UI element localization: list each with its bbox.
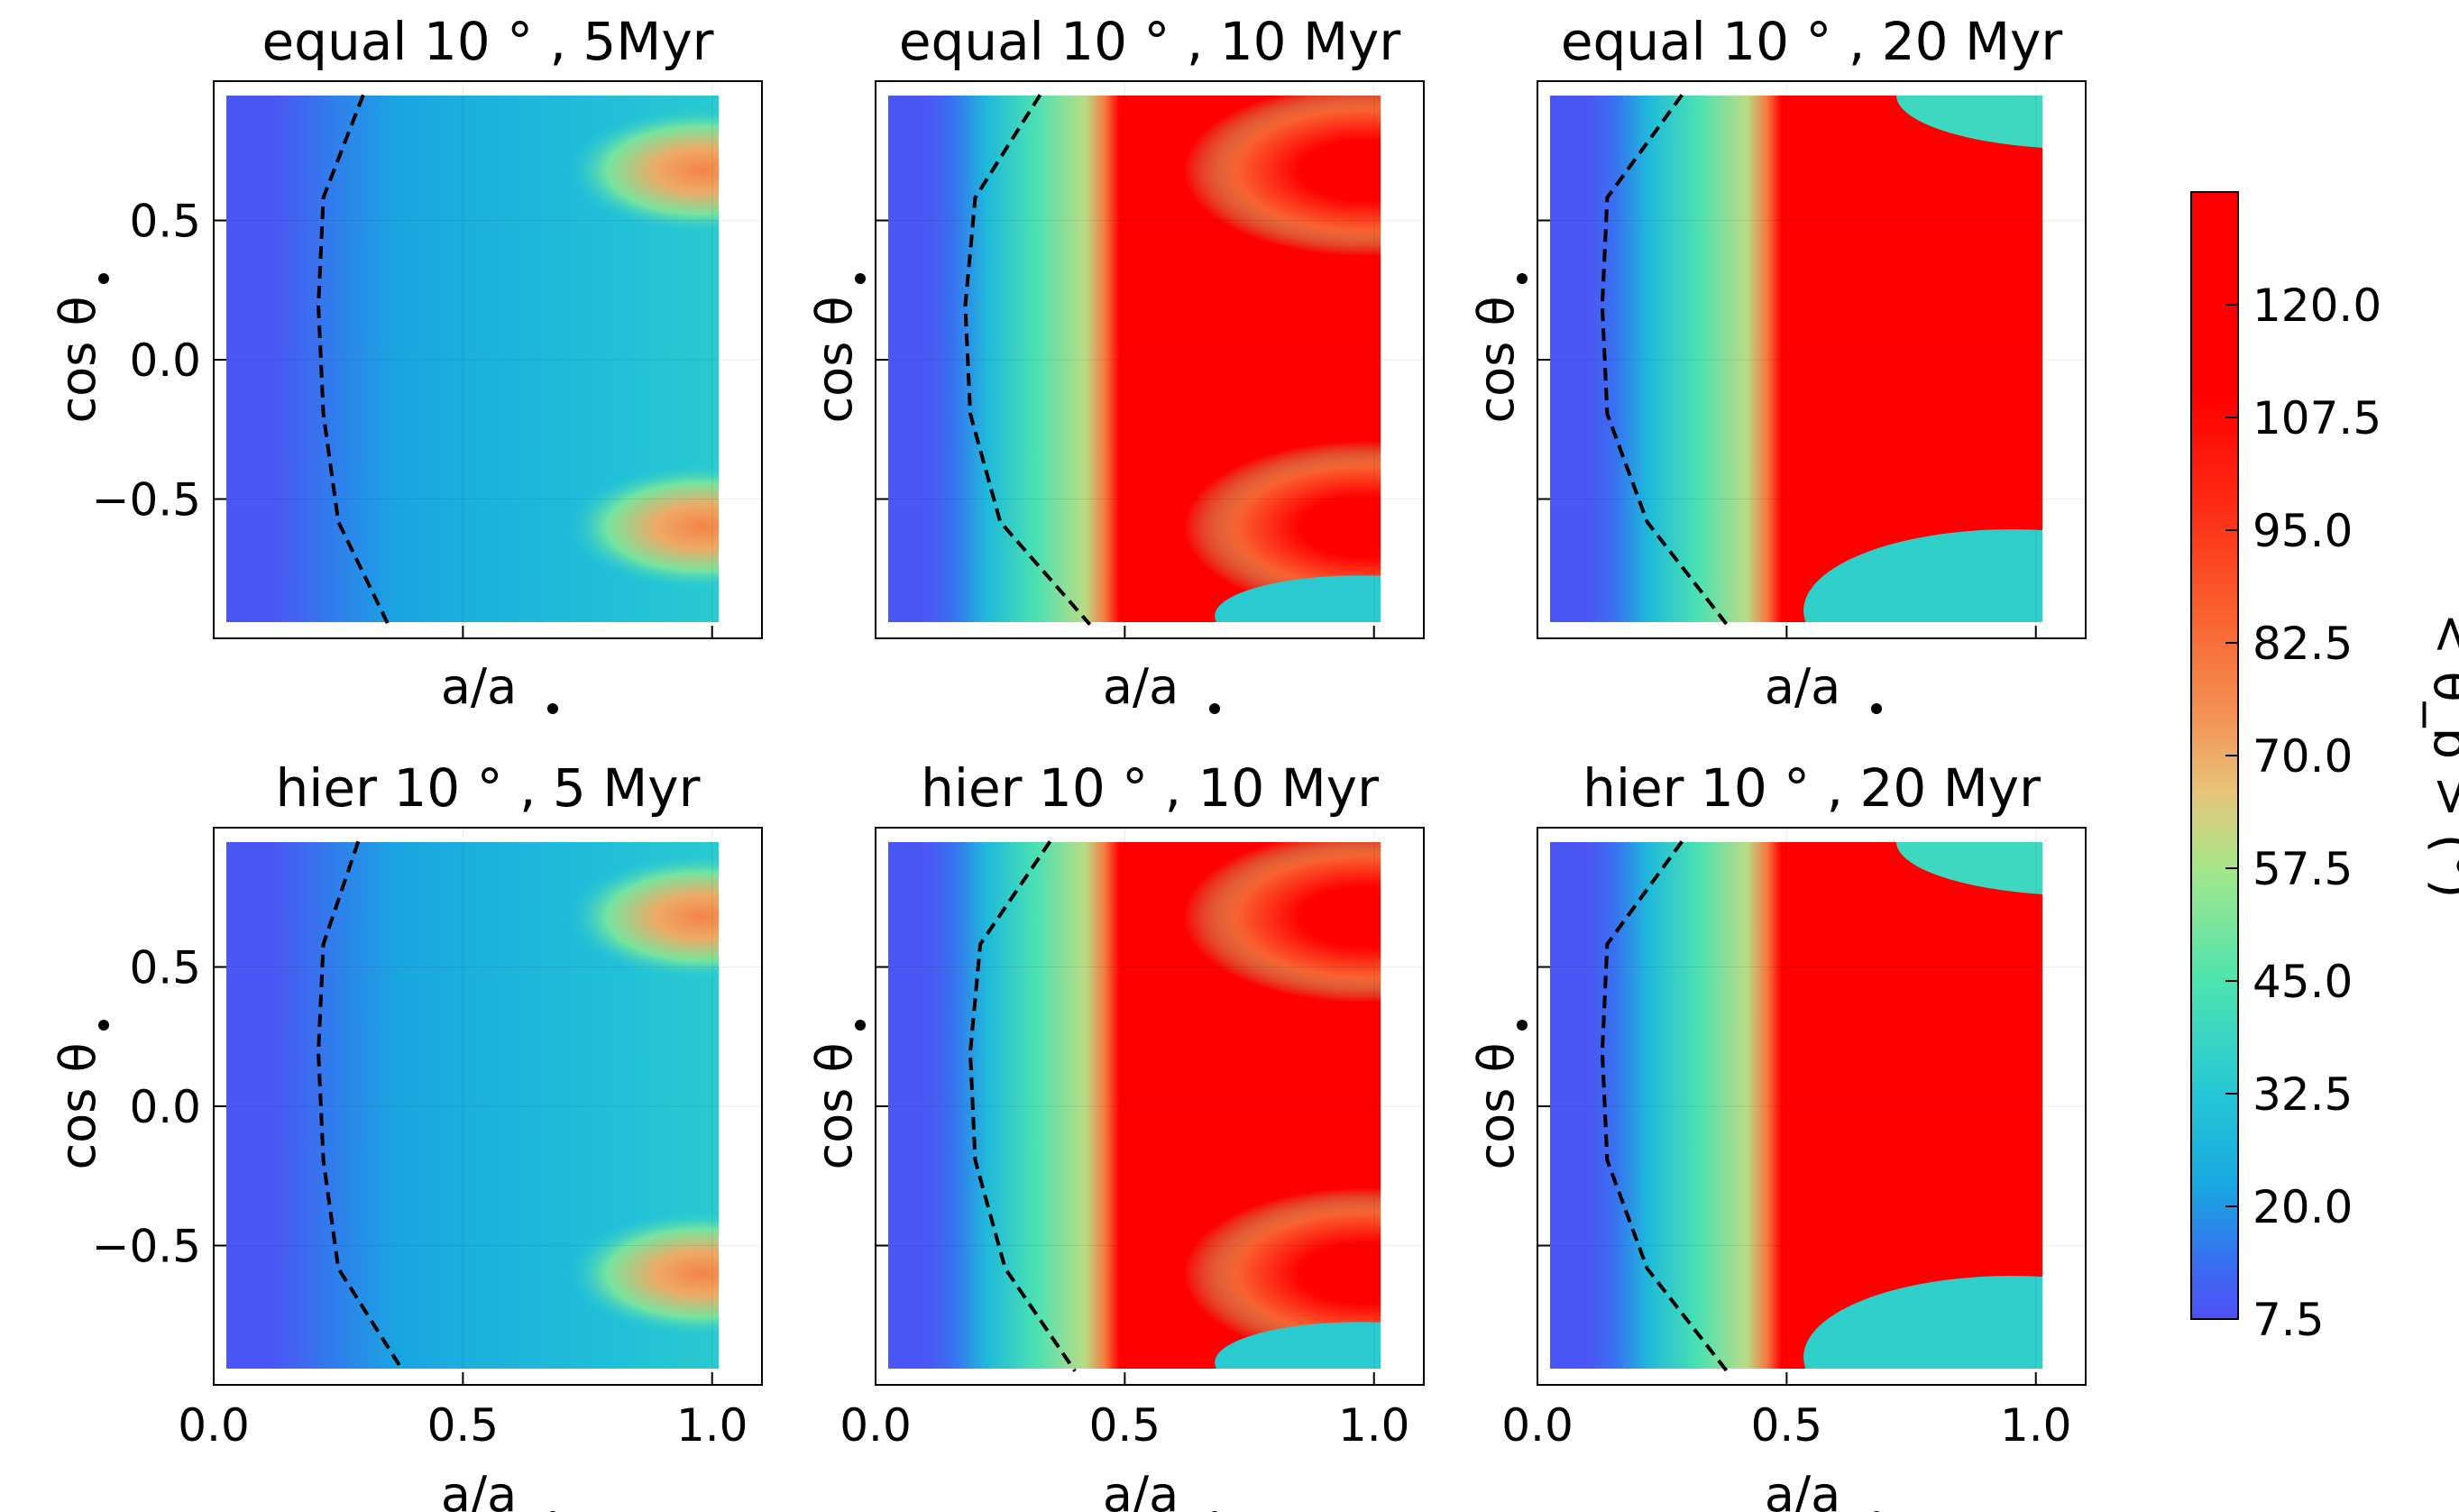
colorbar-tick-label: 7.5 [2253, 1294, 2325, 1346]
svg-text:a/a: a/a [1765, 658, 1840, 715]
y-tick-label: 0.5 [129, 942, 201, 994]
y-axis-label: cos θ [806, 273, 866, 424]
dashed-contour [1600, 94, 1729, 626]
dashed-contour [968, 840, 1077, 1372]
y-axis-label: cos θ [50, 273, 109, 424]
y-axis-label: cos θ [1468, 273, 1528, 424]
svg-text:cos θ: cos θ [806, 296, 863, 423]
svg-text:cos θ: cos θ [50, 296, 106, 423]
hot-regions [1796, 842, 2042, 1369]
dashed-contour [317, 840, 405, 1372]
hot-regions [566, 106, 719, 591]
panel-1: equal 10 ° , 5Myr 0.5 0.0 −0.5 cos θ a/a [50, 11, 763, 715]
x-tick-label: 0.5 [1089, 1399, 1161, 1452]
y-tick-label: 0.0 [129, 1081, 201, 1133]
panel-4: hier 10 ° , 5 Myr 0.5 0.0 −0.5 cos θ 0.0 0.5 1.… [50, 757, 763, 1512]
svg-text:a/a: a/a [1103, 658, 1179, 715]
dashed-contour [963, 94, 1092, 627]
colorbar-tick-label: 107.5 [2253, 392, 2381, 444]
hot-regions [1183, 842, 1381, 1369]
colorbar-tick-label: 120.0 [2253, 279, 2381, 332]
svg-text:cos θ: cos θ [806, 1042, 863, 1169]
y-tick-label: −0.5 [92, 474, 201, 527]
hot-regions [1796, 96, 2042, 622]
panel-title: equal 10 ° , 10 Myr [899, 11, 1401, 72]
panel-title: hier 10 ° , 5 Myr [276, 757, 701, 819]
svg-text:cos θ: cos θ [1468, 1042, 1525, 1169]
svg-text:cos θ: cos θ [1468, 296, 1525, 423]
x-tick-label: 1.0 [2000, 1399, 2072, 1452]
colorbar-label: < θ_b > (°) [2422, 613, 2459, 899]
x-tick-label: 0.0 [178, 1399, 250, 1452]
x-axis-label: a/a [1103, 658, 1220, 715]
svg-text:a/a: a/a [1765, 1466, 1840, 1512]
colorbar-tick-label: 32.5 [2253, 1068, 2353, 1121]
panel-2: equal 10 ° , 10 Myr cos θ a/a [806, 11, 1425, 715]
svg-text:a/a: a/a [441, 658, 517, 715]
colorbar-tick-label: 20.0 [2253, 1181, 2353, 1233]
y-tick-label: −0.5 [92, 1221, 201, 1273]
y-axis-label: cos θ [50, 1020, 109, 1170]
x-axis-label: a/a [1765, 658, 1882, 715]
colorbar-tick-label: 70.0 [2253, 730, 2353, 783]
x-tick-label: 0.5 [1751, 1399, 1823, 1452]
colorbar: 7.5 20.0 32.5 45.0 57.5 70.0 82.5 95.0 107.5 120.… [2190, 191, 2459, 1346]
dashed-contour [317, 94, 390, 626]
colorbar-tick-label: 57.5 [2253, 843, 2353, 895]
panel-title: equal 10 ° , 5Myr [261, 11, 713, 72]
x-tick-label: 0.0 [1501, 1399, 1574, 1452]
colorbar-tick-label: 95.0 [2253, 505, 2353, 557]
hot-regions [566, 853, 719, 1337]
y-axis-label: cos θ [806, 1020, 866, 1170]
x-axis-label: a/a [441, 1466, 556, 1512]
x-axis-label: a/a [1765, 1466, 1880, 1512]
panel-title: equal 10 ° , 20 Myr [1561, 11, 2063, 72]
panel-3: equal 10 ° , 20 Myr cos θ a/a [1468, 11, 2087, 715]
panel-5: hier 10 ° , 10 Myr cos θ 0.0 0.5 1.0 a/a [806, 757, 1425, 1512]
colorbar-tick-label: 82.5 [2253, 618, 2353, 670]
x-axis-label: a/a [1103, 1466, 1218, 1512]
y-tick-label: 0.5 [129, 196, 201, 248]
y-tick-label: 0.0 [129, 334, 201, 387]
svg-text:a/a: a/a [1103, 1466, 1179, 1512]
x-tick-label: 0.5 [427, 1399, 500, 1452]
dashed-contour [1600, 840, 1729, 1372]
x-axis-label: a/a [441, 658, 558, 715]
x-tick-label: 1.0 [676, 1399, 748, 1452]
x-tick-label: 1.0 [1338, 1399, 1410, 1452]
panel-title: hier 10 ° , 10 Myr [921, 757, 1379, 819]
panel-title: hier 10 ° , 20 Myr [1583, 757, 2041, 819]
colorbar-tick-label: 45.0 [2253, 956, 2353, 1008]
y-axis-label: cos θ [1468, 1020, 1528, 1170]
x-tick-label: 0.0 [840, 1399, 912, 1452]
panel-6: hier 10 ° , 20 Myr cos θ 0.0 0.5 1.0 a/a [1468, 757, 2087, 1512]
hot-regions [1183, 96, 1381, 622]
svg-text:a/a: a/a [441, 1466, 517, 1512]
svg-text:cos θ: cos θ [50, 1042, 106, 1169]
